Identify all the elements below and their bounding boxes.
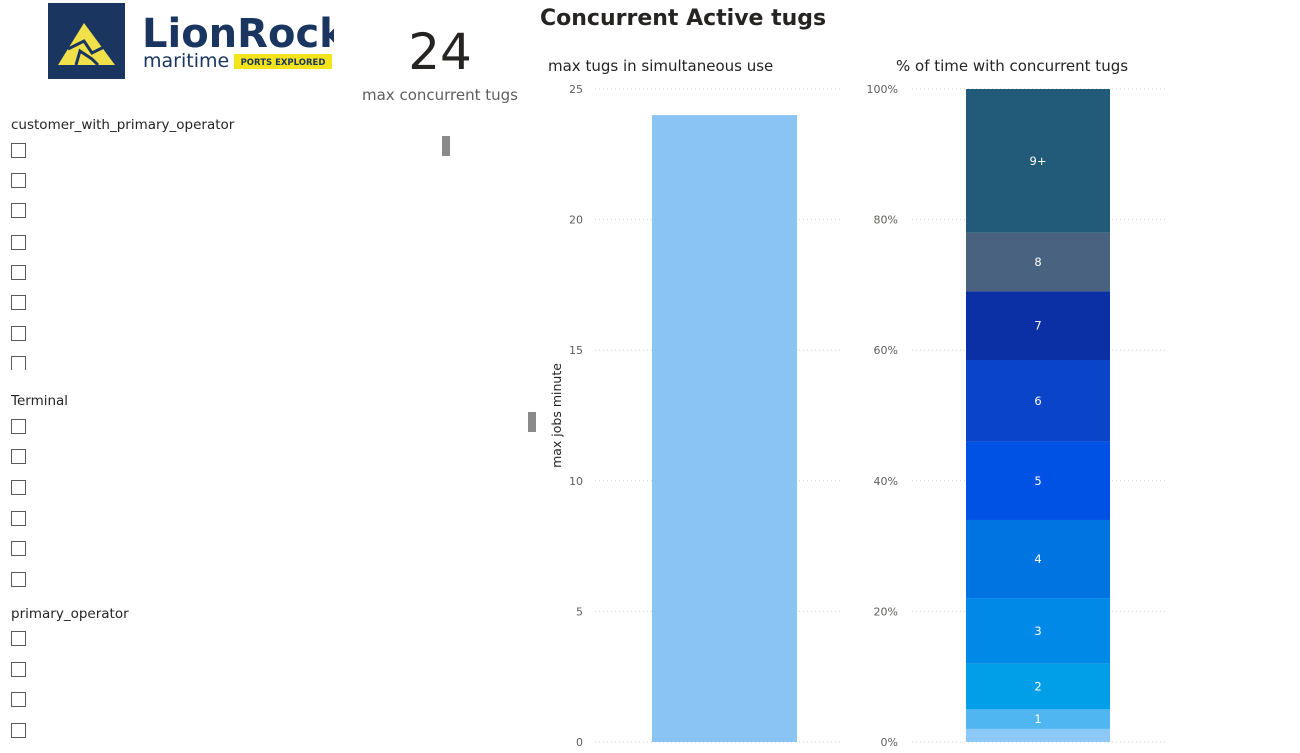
logo-sub-text: maritime [143, 50, 229, 72]
slicer-checkbox[interactable] [11, 235, 26, 250]
logo-brand-text: LionRock [142, 11, 334, 57]
stack-segment [966, 709, 1110, 729]
slicer-checkbox[interactable] [11, 356, 26, 370]
slicer-checkbox[interactable] [11, 449, 26, 464]
slicer-checkbox[interactable] [11, 662, 26, 677]
y-axis-label: max jobs minute [549, 363, 564, 468]
slicer-checkbox[interactable] [11, 572, 26, 587]
slicer-title-terminal: Terminal [11, 393, 69, 409]
segment-label: 7 [1034, 319, 1041, 333]
slicer-checkbox[interactable] [11, 541, 26, 556]
slicer-checkbox[interactable] [11, 203, 26, 218]
y-tick-label: 25 [569, 83, 583, 96]
slicer-checkbox[interactable] [11, 419, 26, 434]
max-tugs-bar-chart: 0 5 10 15 20 25 max jobs minute [549, 83, 840, 749]
stack-segment [966, 232, 1110, 292]
stack-segment [966, 519, 1110, 599]
y-tick-label: 60% [874, 344, 898, 357]
stack-segment [966, 291, 1110, 360]
y-tick-label: 20% [874, 605, 898, 618]
slicer-checkbox[interactable] [11, 295, 26, 310]
segment-label: 1 [1034, 712, 1041, 726]
stack-segment [966, 663, 1110, 710]
stack-segment [966, 441, 1110, 520]
percent-time-stacked-chart: 0% 20% 40% 60% 80% 100% 1 2 3 4 5 6 7 8 9+ [867, 83, 1168, 749]
page-title: Concurrent Active tugs [540, 6, 827, 31]
y-tick-label: 5 [576, 605, 583, 618]
slicer-title-customer: customer_with_primary_operator [11, 117, 235, 133]
y-tick-label: 15 [569, 344, 583, 357]
y-tick-label: 80% [874, 214, 898, 227]
segment-label: 4 [1034, 552, 1041, 566]
logo-tagline: PORTS EXPLORED [241, 58, 326, 68]
bar [652, 115, 797, 742]
kpi-value: 24 [408, 23, 472, 81]
slicer-checkbox[interactable] [11, 480, 26, 495]
segment-label: 8 [1034, 255, 1041, 269]
slicer-title-primary-operator: primary_operator [11, 606, 129, 622]
slicer-checkbox[interactable] [11, 326, 26, 341]
lionrock-logo: LionRock maritime PORTS EXPLORED [48, 3, 334, 79]
slicer-scrollbar[interactable] [442, 136, 450, 156]
slicer-checkbox[interactable] [11, 143, 26, 158]
kpi-label: max concurrent tugs [362, 86, 518, 104]
slicer-checkbox[interactable] [11, 723, 26, 738]
slicer-checkbox[interactable] [11, 631, 26, 646]
chart-title-percent-time: % of time with concurrent tugs [896, 57, 1129, 75]
y-tick-label: 10 [569, 475, 583, 488]
slicer-scrollbar[interactable] [528, 412, 536, 432]
stack-segment [966, 598, 1110, 664]
y-tick-label: 0 [576, 736, 583, 749]
slicer-checkbox[interactable] [11, 511, 26, 526]
slicer-checkbox[interactable] [11, 265, 26, 280]
stack-segment [966, 728, 1110, 742]
segment-label: 6 [1034, 394, 1041, 408]
segment-label: 5 [1034, 474, 1041, 488]
y-tick-label: 100% [867, 83, 898, 96]
y-tick-label: 20 [569, 214, 583, 227]
y-tick-label: 40% [874, 475, 898, 488]
segment-label: 9+ [1030, 154, 1047, 168]
stack-segment [966, 89, 1110, 233]
y-tick-label: 0% [881, 736, 898, 749]
slicer-checkbox[interactable] [11, 173, 26, 188]
segment-label: 2 [1034, 679, 1041, 693]
stack-segment [966, 359, 1110, 442]
chart-title-max-tugs: max tugs in simultaneous use [548, 57, 774, 75]
segment-label: 3 [1034, 624, 1041, 638]
slicer-checkbox[interactable] [11, 692, 26, 707]
